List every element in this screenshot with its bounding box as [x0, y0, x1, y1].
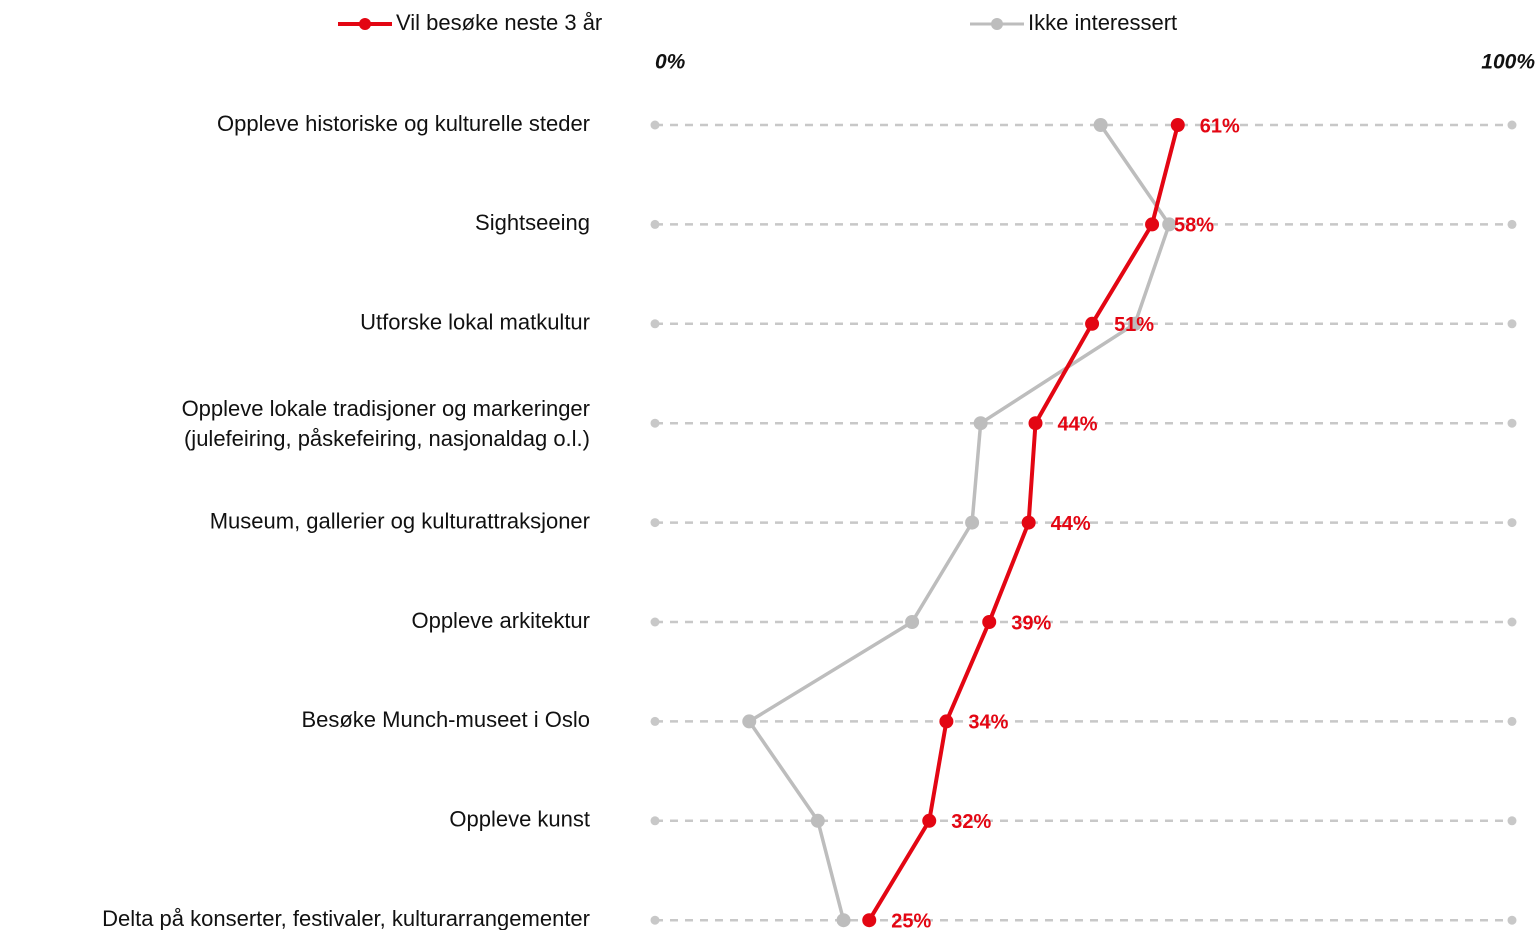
point	[905, 615, 920, 629]
grid-end-dot	[1507, 120, 1517, 130]
grid-end-dot	[1507, 319, 1517, 329]
point	[1028, 416, 1043, 431]
legend-marker	[359, 18, 371, 30]
point	[1093, 118, 1108, 132]
point	[965, 515, 980, 530]
grid-end-dot	[650, 120, 660, 130]
point	[862, 913, 877, 928]
data-label: 44%	[1051, 513, 1091, 535]
point	[982, 615, 997, 629]
data-label: 51%	[1114, 314, 1154, 336]
grid-end-dot	[1507, 617, 1517, 627]
grid-end-dot	[650, 319, 660, 329]
legend-label: Vil besøke neste 3 år	[396, 10, 602, 35]
grid-end-dot	[1507, 418, 1517, 428]
data-label: 25%	[891, 910, 931, 930]
point	[1145, 217, 1160, 232]
grid-end-dot	[1507, 219, 1517, 229]
category-label: Oppleve arkitektur	[411, 608, 590, 633]
x-tick-label: 0%	[655, 51, 686, 74]
grid-end-dot	[650, 418, 660, 428]
x-tick-label: 100%	[1481, 51, 1535, 74]
point	[939, 714, 954, 729]
grid-end-dot	[650, 716, 660, 726]
category-label: Utforske lokal matkultur	[360, 310, 590, 335]
point	[1127, 316, 1142, 331]
grid-end-dot	[650, 518, 660, 528]
point	[973, 416, 988, 431]
grid-end-dot	[1507, 915, 1517, 925]
point	[1170, 118, 1185, 132]
data-label: 61%	[1200, 115, 1240, 137]
category-label: Oppleve kunst	[449, 807, 590, 832]
grid-end-dot	[1507, 816, 1517, 826]
category-label: Oppleve historiske og kulturelle steder	[217, 111, 590, 136]
point	[922, 813, 937, 828]
grid-end-dot	[650, 617, 660, 627]
grid-end-dot	[1507, 716, 1517, 726]
legend-label: Ikke interessert	[1028, 10, 1177, 35]
data-label: 39%	[1011, 612, 1051, 634]
point	[810, 813, 825, 828]
data-label: 32%	[951, 811, 991, 833]
grid-end-dot	[650, 219, 660, 229]
legend-marker	[991, 18, 1003, 30]
data-label: 34%	[968, 712, 1008, 734]
point	[1085, 316, 1100, 331]
data-label: 58%	[1174, 215, 1214, 237]
grid-end-dot	[650, 915, 660, 925]
data-label: 44%	[1058, 413, 1098, 435]
category-label: Museum, gallerier og kulturattraksjoner	[210, 508, 590, 533]
grid-end-dot	[650, 816, 660, 826]
point	[742, 714, 757, 729]
category-label: Besøke Munch-museet i Oslo	[301, 707, 590, 732]
category-label: Sightseeing	[475, 210, 590, 235]
category-label: Oppleve lokale tradisjoner og markeringe…	[182, 396, 590, 421]
point	[1162, 217, 1177, 232]
category-label: Delta på konserter, festivaler, kulturar…	[102, 906, 590, 930]
grid-end-dot	[1507, 518, 1517, 528]
point	[1021, 515, 1036, 530]
point	[836, 913, 851, 928]
category-label: (julefeiring, påskefeiring, nasjonaldag …	[184, 426, 590, 451]
